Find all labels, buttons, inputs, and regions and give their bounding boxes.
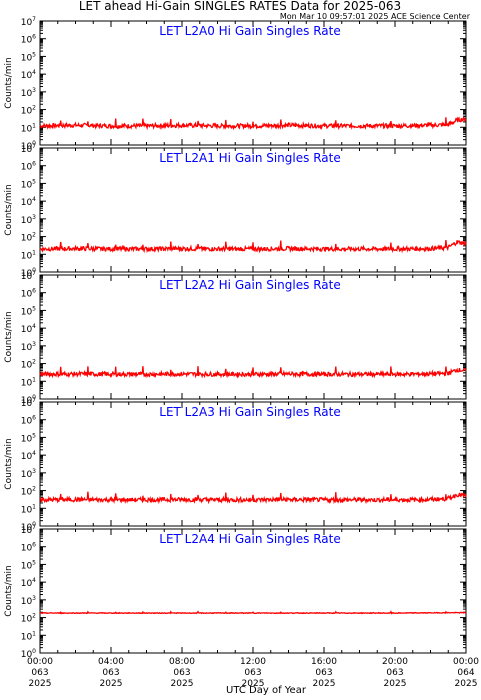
y-tick-label: 107 <box>21 270 36 282</box>
y-tick-label: 104 <box>21 577 36 589</box>
y-tick-label: 103 <box>21 595 36 607</box>
panel-4: 100 101 102 103 104 105 106 107 Counts/min LET L2… <box>4 524 479 689</box>
y-tick-label: 107 <box>21 524 36 536</box>
data-series-line <box>39 240 467 254</box>
y-axis-label: Counts/min <box>4 184 14 235</box>
y-tick-label: 105 <box>21 51 36 63</box>
y-tick-label: 107 <box>21 397 36 409</box>
y-tick-label: 102 <box>21 105 36 117</box>
y-tick-label: 105 <box>21 559 36 571</box>
y-tick-label: 103 <box>21 214 36 226</box>
y-tick-label: 105 <box>21 432 36 444</box>
x-tick-label: 063 <box>31 668 48 678</box>
y-axis-label: Counts/min <box>4 438 14 489</box>
y-tick-label: 100 <box>21 140 36 152</box>
y-tick-label: 106 <box>21 161 36 173</box>
panel-title: LET L2A3 Hi Gain Singles Rate <box>159 405 340 419</box>
y-tick-label: 106 <box>21 34 36 46</box>
panel-0: 100 101 102 103 104 105 106 107 Counts/min LET L2… <box>4 16 467 152</box>
data-series-line <box>39 491 467 505</box>
x-tick-label: 063 <box>315 668 332 678</box>
y-tick-label: 101 <box>21 503 36 515</box>
y-axis-label: Counts/min <box>4 565 14 616</box>
panel-title: LET L2A0 Hi Gain Singles Rate <box>159 24 340 38</box>
y-tick-label: 105 <box>21 178 36 190</box>
y-tick-label: 102 <box>21 613 36 625</box>
y-tick-label: 101 <box>21 249 36 261</box>
panel-title: LET L2A4 Hi Gain Singles Rate <box>159 532 340 546</box>
y-tick-label: 104 <box>21 323 36 335</box>
x-tick-label: 2025 <box>100 679 123 689</box>
x-tick-label: 20:00 <box>382 657 408 667</box>
y-tick-label: 101 <box>21 122 36 134</box>
y-tick-label: 100 <box>21 521 36 533</box>
y-tick-label: 103 <box>21 468 36 480</box>
panel-3: 100 101 102 103 104 105 106 107 Counts/min LET L2… <box>4 397 467 533</box>
x-axis-label: UTC Day of Year <box>226 685 307 696</box>
x-tick-label: 2025 <box>384 679 407 689</box>
timestamp: Mon Mar 10 09:57:01 2025 ACE Science Cen… <box>280 12 471 21</box>
y-tick-label: 101 <box>21 630 36 642</box>
y-tick-label: 103 <box>21 341 36 353</box>
x-tick-label: 16:00 <box>311 657 337 667</box>
x-tick-label: 04:00 <box>98 657 124 667</box>
x-tick-label: 2025 <box>313 679 336 689</box>
y-axis-label: Counts/min <box>4 311 14 362</box>
chart-title: LET ahead Hi-Gain SINGLES RATES Data for… <box>79 0 401 13</box>
x-tick-label: 12:00 <box>240 657 266 667</box>
y-tick-label: 102 <box>21 359 36 371</box>
plot-frame <box>39 401 467 527</box>
y-tick-label: 106 <box>21 288 36 300</box>
y-tick-label: 102 <box>21 232 36 244</box>
y-tick-label: 100 <box>21 394 36 406</box>
x-tick-label: 08:00 <box>169 657 195 667</box>
plot-frame <box>39 528 467 654</box>
y-tick-label: 106 <box>21 542 36 554</box>
y-tick-label: 107 <box>21 143 36 155</box>
panel-1: 100 101 102 103 104 105 106 107 Counts/min LET L2… <box>4 143 467 279</box>
y-tick-label: 106 <box>21 415 36 427</box>
x-tick-label: 063 <box>102 668 119 678</box>
x-tick-label: 00:00 <box>453 657 479 667</box>
data-series-line <box>39 115 466 131</box>
data-series-line <box>39 366 467 379</box>
x-tick-label: 2025 <box>171 679 194 689</box>
y-tick-label: 101 <box>21 376 36 388</box>
data-series-line <box>39 610 467 615</box>
x-tick-label: 00:00 <box>27 657 53 667</box>
y-tick-label: 104 <box>21 450 36 462</box>
x-tick-label: 064 <box>457 668 474 678</box>
panel-title: LET L2A2 Hi Gain Singles Rate <box>159 278 340 292</box>
y-tick-label: 107 <box>21 16 36 28</box>
plot-frame <box>39 274 467 400</box>
x-tick-label: 2025 <box>242 679 265 689</box>
x-tick-label: 063 <box>244 668 261 678</box>
y-tick-label: 105 <box>21 305 36 317</box>
x-tick-label: 2025 <box>455 679 478 689</box>
y-tick-label: 103 <box>21 87 36 99</box>
panel-2: 100 101 102 103 104 105 106 107 Counts/min LET L2… <box>4 270 467 406</box>
panels: 100 101 102 103 104 105 106 107 Counts/min LET L2… <box>4 16 479 689</box>
y-tick-label: 102 <box>21 486 36 498</box>
x-tick-label: 063 <box>173 668 190 678</box>
x-tick-label: 063 <box>386 668 403 678</box>
y-tick-label: 100 <box>21 267 36 279</box>
y-tick-label: 104 <box>21 69 36 81</box>
plot-frame <box>39 147 467 273</box>
x-tick-label: 2025 <box>29 679 52 689</box>
y-tick-label: 104 <box>21 196 36 208</box>
panel-title: LET L2A1 Hi Gain Singles Rate <box>159 151 340 165</box>
y-axis-label: Counts/min <box>4 57 14 108</box>
y-tick-label: 100 <box>21 648 36 660</box>
